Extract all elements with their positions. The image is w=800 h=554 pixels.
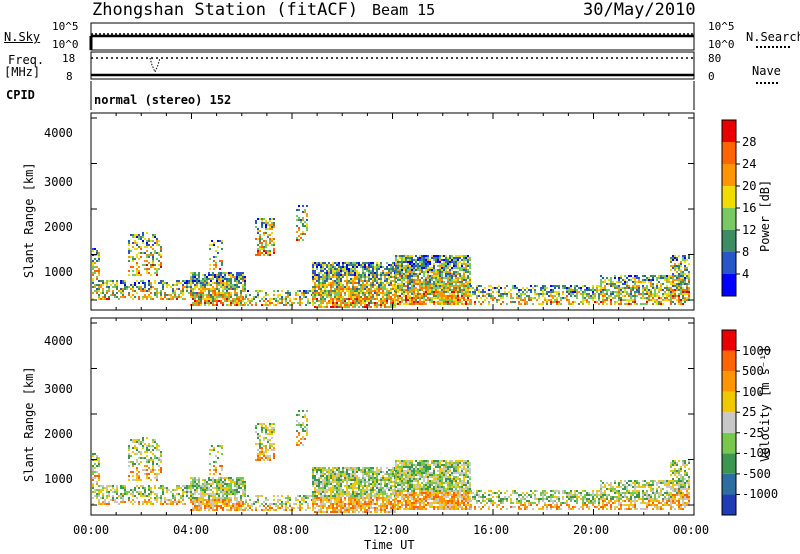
nsky-tick-top: 10^5 bbox=[52, 20, 79, 33]
freq-tick-bottom: 8 bbox=[66, 70, 73, 83]
power-ytick-2000: 2000 bbox=[44, 220, 73, 234]
power-ylabel: Slant Range [km] bbox=[22, 162, 36, 278]
nsearch-label: N.Search bbox=[746, 30, 800, 44]
nave-tick-top: 80 bbox=[708, 52, 722, 65]
colorbar-tick: 25 bbox=[742, 405, 757, 420]
freq-tick-top: 18 bbox=[62, 52, 76, 65]
xtick-1600: 16:00 bbox=[473, 523, 510, 537]
colorbar-tick: -25 bbox=[742, 425, 764, 440]
colorbar-tick: 12 bbox=[742, 223, 757, 237]
velocity-panel bbox=[90, 317, 695, 516]
nave-tick-bottom: 0 bbox=[708, 70, 715, 83]
power-panel bbox=[90, 112, 695, 311]
colorbar-tick: 16 bbox=[742, 201, 757, 215]
nave-line-key bbox=[756, 82, 778, 84]
xtick-0400: 04:00 bbox=[173, 523, 210, 537]
colorbar-tick: 500 bbox=[742, 364, 764, 379]
nsky-label: N.Sky bbox=[4, 30, 41, 44]
nave-label: Nave bbox=[752, 64, 781, 78]
date-label: 30/May/2010 bbox=[583, 0, 696, 20]
colorbar-tick: 1000 bbox=[742, 343, 771, 358]
velocity-ytick-1000: 1000 bbox=[44, 472, 73, 486]
nsearch-tick-bottom: 10^0 bbox=[708, 38, 735, 51]
freq-nave-panel bbox=[90, 51, 695, 80]
colorbar-tick: 4 bbox=[742, 267, 750, 281]
cpid-panel bbox=[90, 81, 695, 110]
colorbar-tick: 20 bbox=[742, 179, 757, 193]
velocity-ytick-3000: 3000 bbox=[44, 382, 73, 396]
nsearch-line-key bbox=[756, 46, 790, 48]
xaxis-label: Time UT bbox=[364, 538, 415, 552]
station-title: Zhongshan Station (fitACF) bbox=[92, 0, 359, 20]
power-colorbar-label: Power [dB] bbox=[758, 179, 772, 252]
nsearch-tick-top: 10^5 bbox=[708, 20, 735, 33]
colorbar-tick: 24 bbox=[742, 157, 757, 171]
colorbar-tick: -1000 bbox=[742, 487, 779, 502]
xtick-1200: 12:00 bbox=[373, 523, 410, 537]
velocity-colorbar bbox=[721, 329, 740, 516]
beam-label: Beam 15 bbox=[372, 1, 436, 19]
nsky-panel bbox=[89, 22, 695, 51]
colorbar-tick: 8 bbox=[742, 245, 750, 259]
colorbar-tick: 28 bbox=[742, 135, 757, 149]
freq-label: Freq. bbox=[8, 53, 45, 67]
xtick-0800: 08:00 bbox=[273, 523, 310, 537]
colorbar-tick: 100 bbox=[742, 384, 764, 399]
xtick-0000: 00:00 bbox=[73, 523, 110, 537]
cpid-value: normal (stereo) 152 bbox=[94, 93, 232, 107]
nsky-tick-bottom: 10^0 bbox=[52, 38, 79, 51]
xtick-2400: 00:00 bbox=[673, 523, 710, 537]
power-ytick-3000: 3000 bbox=[44, 175, 73, 189]
colorbar-tick: -100 bbox=[742, 446, 771, 461]
velocity-ytick-2000: 2000 bbox=[44, 427, 73, 441]
velocity-ylabel: Slant Range [km] bbox=[22, 366, 36, 482]
xtick-2000: 20:00 bbox=[573, 523, 610, 537]
power-ytick-4000: 4000 bbox=[44, 126, 73, 140]
power-colorbar bbox=[721, 119, 740, 297]
freq-unit: [MHz] bbox=[4, 65, 41, 79]
colorbar-tick: -500 bbox=[742, 466, 771, 481]
cpid-label: CPID bbox=[6, 88, 35, 102]
power-ytick-1000: 1000 bbox=[44, 265, 73, 279]
velocity-ytick-4000: 4000 bbox=[44, 334, 73, 348]
